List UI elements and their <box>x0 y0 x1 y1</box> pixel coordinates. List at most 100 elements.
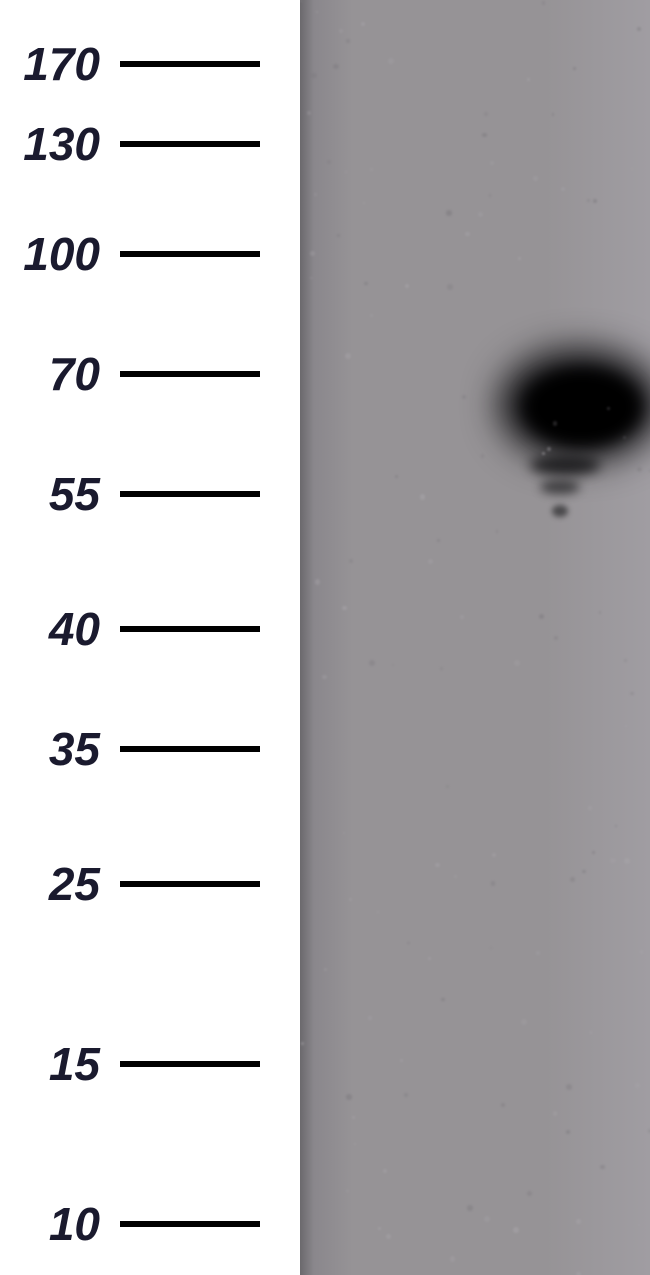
noise-speck <box>345 171 347 173</box>
noise-speck <box>301 1042 304 1045</box>
marker-tick-35 <box>120 746 260 752</box>
noise-speck <box>607 407 610 410</box>
noise-speck <box>573 67 576 70</box>
marker-row-25: 25 <box>0 857 300 911</box>
noise-speck <box>315 579 320 584</box>
marker-label-25: 25 <box>0 857 120 911</box>
marker-tick-25 <box>120 881 260 887</box>
lower-smear-1 <box>530 455 600 475</box>
noise-speck <box>533 176 538 181</box>
noise-speck <box>446 210 451 215</box>
noise-speck <box>624 858 630 864</box>
noise-speck <box>521 1019 527 1025</box>
marker-row-40: 40 <box>0 602 300 656</box>
noise-speck <box>361 22 365 26</box>
noise-speck <box>447 284 452 289</box>
noise-speck <box>440 667 443 670</box>
marker-tick-55 <box>120 491 260 497</box>
noise-speck <box>322 675 326 679</box>
marker-row-170: 170 <box>0 37 300 91</box>
noise-speck <box>346 1190 348 1192</box>
marker-label-100: 100 <box>0 227 120 281</box>
noise-speck <box>467 1205 472 1210</box>
noise-speck <box>300 0 302 2</box>
noise-speck <box>327 160 331 164</box>
noise-speck <box>346 1094 352 1100</box>
noise-speck <box>539 614 544 619</box>
membrane-background <box>300 0 650 1275</box>
marker-tick-40 <box>120 626 260 632</box>
marker-row-130: 130 <box>0 117 300 171</box>
noise-speck <box>441 998 445 1002</box>
noise-speck <box>395 475 398 478</box>
noise-speck <box>553 421 557 425</box>
noise-speck <box>339 29 342 32</box>
noise-speck <box>640 950 644 954</box>
marker-tick-170 <box>120 61 260 67</box>
noise-speck <box>345 353 351 359</box>
noise-speck <box>450 1256 455 1261</box>
marker-row-100: 100 <box>0 227 300 281</box>
marker-row-35: 35 <box>0 722 300 776</box>
noise-speck <box>368 1016 372 1020</box>
marker-row-15: 15 <box>0 1037 300 1091</box>
noise-speck <box>346 39 350 43</box>
noise-speck <box>553 1111 557 1115</box>
noise-speck <box>342 606 346 610</box>
marker-row-10: 10 <box>0 1197 300 1251</box>
molecular-weight-ladder: 170 130 100 70 55 40 35 25 15 10 <box>0 0 300 1275</box>
western-blot-membrane <box>300 0 650 1275</box>
noise-speck <box>428 559 433 564</box>
noise-speck <box>527 1191 532 1196</box>
noise-speck <box>369 660 375 666</box>
noise-speck <box>370 168 373 171</box>
marker-label-170: 170 <box>0 37 120 91</box>
marker-label-10: 10 <box>0 1197 120 1251</box>
marker-tick-130 <box>120 141 260 147</box>
noise-speck <box>513 1227 519 1233</box>
marker-label-55: 55 <box>0 467 120 521</box>
marker-row-55: 55 <box>0 467 300 521</box>
noise-speck <box>484 112 487 115</box>
noise-speck <box>364 282 367 285</box>
noise-speck <box>592 851 594 853</box>
noise-speck <box>307 111 311 115</box>
marker-row-70: 70 <box>0 347 300 401</box>
noise-speck <box>576 1219 581 1224</box>
lower-smear-2 <box>540 480 580 494</box>
marker-label-70: 70 <box>0 347 120 401</box>
marker-tick-15 <box>120 1061 260 1067</box>
noise-speck <box>582 870 585 873</box>
noise-speck <box>454 875 457 878</box>
marker-tick-100 <box>120 251 260 257</box>
noise-speck <box>527 78 530 81</box>
noise-speck <box>446 785 449 788</box>
noise-speck <box>333 64 338 69</box>
noise-speck <box>624 659 627 662</box>
noise-speck <box>566 1130 570 1134</box>
noise-speck <box>554 636 558 640</box>
marker-tick-70 <box>120 371 260 377</box>
noise-speck <box>311 73 316 78</box>
noise-speck <box>623 436 626 439</box>
marker-label-130: 130 <box>0 117 120 171</box>
noise-speck <box>635 1083 639 1087</box>
noise-speck <box>490 161 494 165</box>
marker-label-15: 15 <box>0 1037 120 1091</box>
marker-tick-10 <box>120 1221 260 1227</box>
noise-speck <box>491 881 495 885</box>
primary-band-core <box>525 370 640 445</box>
noise-speck <box>600 1165 604 1169</box>
noise-speck <box>566 1084 572 1090</box>
noise-speck <box>587 199 590 202</box>
noise-speck <box>352 1116 355 1119</box>
noise-speck <box>593 199 596 202</box>
noise-speck <box>542 452 545 455</box>
noise-speck <box>482 133 486 137</box>
noise-speck <box>370 314 373 317</box>
noise-speck <box>588 806 591 809</box>
noise-speck <box>435 863 439 867</box>
noise-speck <box>492 853 496 857</box>
noise-speck <box>490 947 492 949</box>
marker-label-40: 40 <box>0 602 120 656</box>
